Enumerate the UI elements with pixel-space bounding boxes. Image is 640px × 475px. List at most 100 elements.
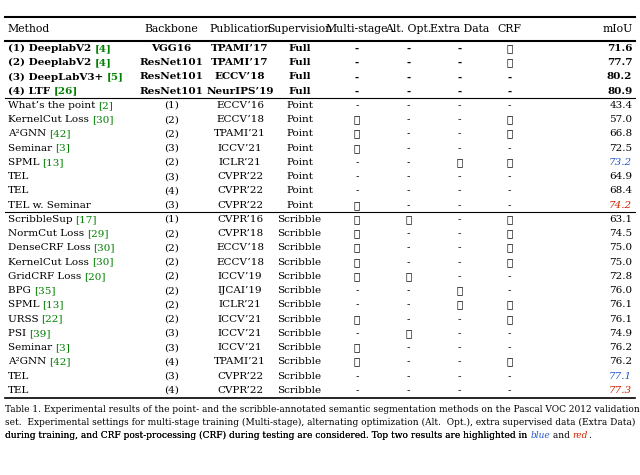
Text: CVPR’22: CVPR’22 xyxy=(217,372,263,380)
Text: -: - xyxy=(458,372,461,380)
Text: -: - xyxy=(458,101,461,110)
Text: CVPR’22: CVPR’22 xyxy=(217,201,263,209)
Text: 75.0: 75.0 xyxy=(609,258,632,266)
Text: 64.9: 64.9 xyxy=(609,172,632,181)
Text: 72.8: 72.8 xyxy=(609,272,632,281)
Text: ✓: ✓ xyxy=(354,343,360,352)
Text: Point: Point xyxy=(286,158,313,167)
Text: [20]: [20] xyxy=(84,272,106,281)
Text: 80.2: 80.2 xyxy=(607,73,632,81)
Text: ECCV’18: ECCV’18 xyxy=(216,244,264,252)
Text: (4): (4) xyxy=(164,386,179,395)
Text: ✓: ✓ xyxy=(506,130,513,138)
Text: ✓: ✓ xyxy=(354,215,360,224)
Text: -: - xyxy=(458,144,461,152)
Text: Point: Point xyxy=(286,144,313,152)
Text: [4]: [4] xyxy=(95,58,111,67)
Text: ✓: ✓ xyxy=(354,229,360,238)
Text: -: - xyxy=(406,386,410,395)
Text: 77.3: 77.3 xyxy=(609,386,632,395)
Text: [22]: [22] xyxy=(42,315,63,323)
Text: -: - xyxy=(458,358,461,366)
Text: CVPR’18: CVPR’18 xyxy=(217,229,263,238)
Text: ECCV’18: ECCV’18 xyxy=(216,258,264,266)
Text: -: - xyxy=(458,386,461,395)
Text: Backbone: Backbone xyxy=(145,24,198,34)
Text: [35]: [35] xyxy=(34,286,55,295)
Text: -: - xyxy=(406,258,410,266)
Text: ✓: ✓ xyxy=(456,301,463,309)
Text: Point: Point xyxy=(286,187,313,195)
Text: 77.1: 77.1 xyxy=(609,372,632,380)
Text: (3): (3) xyxy=(164,343,179,352)
Text: Scribble: Scribble xyxy=(278,286,321,295)
Text: -: - xyxy=(406,144,410,152)
Text: ECCV’18: ECCV’18 xyxy=(215,73,265,81)
Text: -: - xyxy=(355,286,359,295)
Text: (3) DeepLabV3+: (3) DeepLabV3+ xyxy=(8,72,106,82)
Text: TPAMI’17: TPAMI’17 xyxy=(211,44,269,53)
Text: -: - xyxy=(406,372,410,380)
Text: -: - xyxy=(458,229,461,238)
Text: Extra Data: Extra Data xyxy=(430,24,489,34)
Text: -: - xyxy=(406,315,410,323)
Text: (2): (2) xyxy=(164,258,179,266)
Text: -: - xyxy=(508,172,511,181)
Text: KernelCut Loss: KernelCut Loss xyxy=(8,258,92,266)
Text: TPAMI’21: TPAMI’21 xyxy=(214,130,266,138)
Text: [42]: [42] xyxy=(49,130,70,138)
Text: -: - xyxy=(458,115,461,124)
Text: CVPR’16: CVPR’16 xyxy=(217,215,263,224)
Text: (2): (2) xyxy=(164,229,179,238)
Text: -: - xyxy=(406,172,410,181)
Text: -: - xyxy=(458,87,461,95)
Text: and: and xyxy=(550,431,573,440)
Text: ✓: ✓ xyxy=(506,158,513,167)
Text: [39]: [39] xyxy=(29,329,51,338)
Text: TEL: TEL xyxy=(8,386,29,395)
Text: 73.2: 73.2 xyxy=(609,158,632,167)
Text: -: - xyxy=(355,44,359,53)
Text: -: - xyxy=(406,130,410,138)
Text: ✓: ✓ xyxy=(506,358,513,366)
Text: (3): (3) xyxy=(164,372,179,380)
Text: 74.2: 74.2 xyxy=(609,201,632,209)
Text: -: - xyxy=(355,329,359,338)
Text: 43.4: 43.4 xyxy=(609,101,632,110)
Text: -: - xyxy=(406,244,410,252)
Text: PSI: PSI xyxy=(8,329,29,338)
Text: -: - xyxy=(406,343,410,352)
Text: 76.0: 76.0 xyxy=(609,286,632,295)
Text: ✓: ✓ xyxy=(354,144,360,152)
Text: (3): (3) xyxy=(164,144,179,152)
Text: -: - xyxy=(508,73,511,81)
Text: ✓: ✓ xyxy=(354,272,360,281)
Text: -: - xyxy=(355,58,359,67)
Text: -: - xyxy=(406,201,410,209)
Text: 76.1: 76.1 xyxy=(609,315,632,323)
Text: Scribble: Scribble xyxy=(278,372,321,380)
Text: -: - xyxy=(458,73,461,81)
Text: 77.7: 77.7 xyxy=(607,58,632,67)
Text: [29]: [29] xyxy=(87,229,109,238)
Text: 76.1: 76.1 xyxy=(609,301,632,309)
Text: .: . xyxy=(588,431,591,440)
Text: 68.4: 68.4 xyxy=(609,187,632,195)
Text: Seminar: Seminar xyxy=(8,144,55,152)
Text: ✓: ✓ xyxy=(354,258,360,266)
Text: (3): (3) xyxy=(164,172,179,181)
Text: (3): (3) xyxy=(164,329,179,338)
Text: -: - xyxy=(355,101,359,110)
Text: ECCV’16: ECCV’16 xyxy=(216,101,264,110)
Text: SPML: SPML xyxy=(8,301,42,309)
Text: -: - xyxy=(458,215,461,224)
Text: (2): (2) xyxy=(164,286,179,295)
Text: 76.2: 76.2 xyxy=(609,343,632,352)
Text: (2) DeeplabV2: (2) DeeplabV2 xyxy=(8,58,95,67)
Text: TEL: TEL xyxy=(8,172,29,181)
Text: (2): (2) xyxy=(164,272,179,281)
Text: ✓: ✓ xyxy=(506,58,513,67)
Text: -: - xyxy=(406,87,410,95)
Text: -: - xyxy=(508,272,511,281)
Text: Scribble: Scribble xyxy=(278,244,321,252)
